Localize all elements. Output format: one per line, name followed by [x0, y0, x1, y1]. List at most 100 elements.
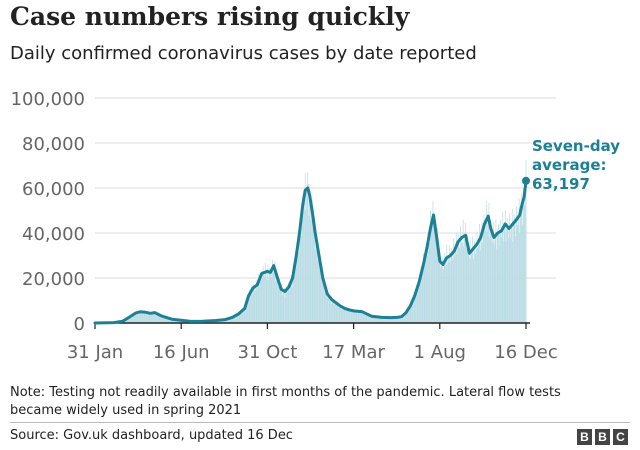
- daily-bar: [431, 227, 433, 323]
- daily-bar: [131, 315, 133, 323]
- daily-bar: [394, 318, 395, 323]
- daily-bar: [524, 205, 526, 323]
- daily-bar: [503, 227, 505, 323]
- daily-bar: [333, 299, 334, 323]
- daily-bar: [320, 263, 322, 323]
- daily-bar: [219, 320, 221, 323]
- daily-bar: [403, 315, 404, 323]
- daily-bar: [432, 200, 434, 323]
- daily-bar: [129, 317, 131, 323]
- daily-bar: [321, 264, 322, 323]
- daily-bar: [276, 273, 278, 323]
- daily-bar: [156, 313, 158, 323]
- daily-bar: [499, 232, 501, 323]
- daily-bar: [393, 317, 395, 323]
- daily-bar: [384, 318, 386, 323]
- daily-bar: [506, 217, 508, 323]
- daily-bar: [168, 318, 170, 323]
- daily-bar: [314, 216, 316, 323]
- daily-bar: [234, 316, 236, 323]
- daily-bar: [498, 223, 499, 323]
- daily-bar: [388, 317, 390, 323]
- daily-bar: [250, 291, 252, 323]
- daily-bar: [137, 312, 139, 323]
- daily-bar: [508, 228, 510, 323]
- chart-area: 0 20,000 40,000 60,000 80,000 100,000 31 Jan 16…: [11, 89, 621, 363]
- daily-bar: [163, 316, 165, 323]
- daily-bar: [372, 316, 374, 323]
- seven-day-average-series: [93, 176, 530, 325]
- daily-bar: [482, 243, 484, 323]
- daily-bar: [346, 308, 348, 323]
- daily-bar: [284, 287, 285, 323]
- daily-bar: [150, 311, 152, 323]
- daily-bar: [232, 315, 234, 323]
- daily-bar: [363, 314, 365, 323]
- daily-bar: [391, 317, 392, 323]
- daily-bar: [230, 317, 232, 323]
- daily-bar: [129, 315, 131, 323]
- daily-bar: [364, 311, 366, 323]
- daily-bar: [131, 316, 132, 323]
- daily-bar: [391, 317, 393, 323]
- daily-bar: [404, 313, 406, 323]
- daily-bar: [290, 281, 292, 323]
- daily-bar: [278, 281, 280, 323]
- daily-bar: [175, 320, 177, 323]
- daily-bar: [374, 316, 376, 323]
- daily-bar: [330, 296, 331, 323]
- axes: 0 20,000 40,000 60,000 80,000 100,000 31 Jan 16…: [11, 89, 558, 363]
- daily-bar: [128, 317, 130, 323]
- daily-bar: [168, 318, 170, 323]
- daily-bar: [148, 312, 150, 323]
- seven-day-average-line: [93, 179, 528, 325]
- daily-bar: [443, 269, 445, 323]
- daily-bar: [425, 243, 427, 323]
- daily-bar: [269, 267, 271, 323]
- daily-bar: [446, 244, 448, 323]
- daily-bar: [222, 320, 224, 323]
- daily-bar: [316, 239, 318, 323]
- daily-bar: [301, 204, 303, 323]
- daily-bar: [406, 313, 407, 323]
- daily-bar: [344, 307, 346, 323]
- daily-bar: [452, 259, 454, 323]
- daily-bar: [491, 242, 493, 323]
- daily-bar: [322, 276, 324, 323]
- daily-bar: [283, 289, 285, 323]
- daily-bar: [434, 216, 436, 323]
- daily-bar: [166, 318, 168, 323]
- daily-bar: [438, 261, 440, 323]
- daily-bar: [155, 313, 156, 323]
- daily-bar: [457, 247, 458, 323]
- daily-bar: [502, 211, 504, 323]
- daily-bar: [420, 266, 422, 323]
- daily-bar: [370, 317, 372, 323]
- daily-bar: [246, 299, 248, 323]
- daily-bar: [139, 310, 141, 323]
- daily-bar: [358, 311, 360, 323]
- daily-bar: [413, 292, 415, 323]
- daily-bar: [324, 283, 326, 323]
- daily-bar: [478, 244, 480, 323]
- daily-bar: [471, 252, 473, 323]
- daily-bar: [270, 271, 271, 323]
- daily-bar: [433, 223, 434, 323]
- daily-bar: [153, 311, 154, 323]
- daily-bar: [456, 254, 458, 323]
- daily-bar: [477, 247, 479, 323]
- daily-bar: [438, 254, 439, 323]
- daily-bar: [144, 312, 146, 323]
- daily-bar: [457, 238, 459, 323]
- daily-bar: [431, 225, 433, 323]
- daily-bar: [504, 223, 506, 323]
- daily-bar: [323, 278, 325, 323]
- daily-bar: [288, 281, 290, 323]
- daily-bar: [325, 287, 327, 323]
- daily-bar: [444, 261, 446, 323]
- daily-bar: [465, 222, 467, 323]
- daily-bar: [159, 316, 161, 323]
- daily-bar: [404, 312, 406, 323]
- daily-bar: [507, 224, 509, 323]
- daily-bar: [281, 284, 283, 323]
